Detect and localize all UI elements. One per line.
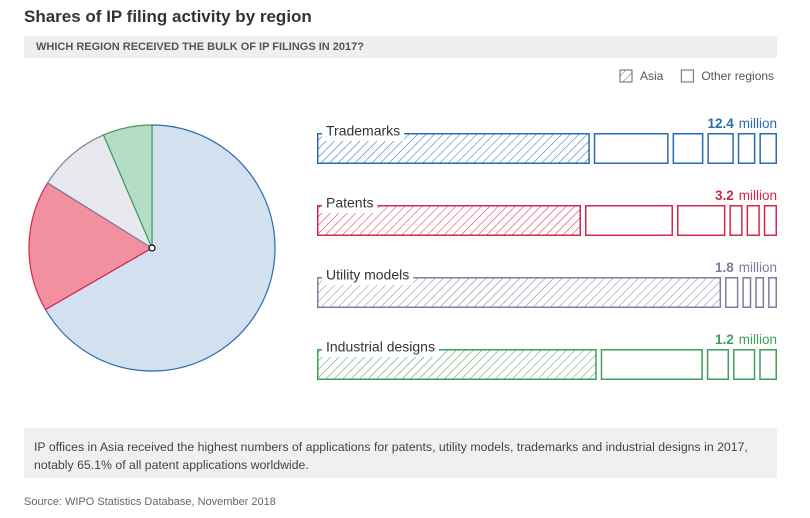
total-label: 12.4 million: [707, 116, 777, 131]
bar-segment: [585, 205, 673, 236]
total-label: 1.8 million: [715, 260, 777, 275]
total-unit: million: [739, 332, 777, 347]
source: Source: WIPO Statistics Database, Novemb…: [24, 496, 276, 508]
pie-slice: [44, 124, 276, 372]
total-unit: million: [739, 188, 777, 203]
total-label: 1.2 million: [715, 332, 777, 347]
legend-label: Other regions: [701, 69, 774, 83]
bar-segment: [672, 133, 704, 164]
bar-segment: [763, 205, 777, 236]
total-unit: million: [739, 116, 777, 131]
pie-center: [148, 244, 156, 252]
legend-swatch: [680, 69, 694, 83]
total-unit: million: [739, 260, 777, 275]
total-value: 1.8: [715, 260, 734, 275]
total-label: 3.2 million: [715, 188, 777, 203]
category-label: Industrial designs: [326, 339, 435, 355]
subtitle: WHICH REGION RECEIVED THE BULK OF IP FIL…: [24, 36, 777, 58]
bar-segment: [706, 349, 730, 380]
chart: Asia Other regions Trademarks 12.4 million Pa…: [28, 69, 778, 380]
bar-segment: [755, 277, 765, 308]
bar-segment: [729, 205, 743, 236]
total-value: 12.4: [707, 116, 734, 131]
bar-segment: [746, 205, 760, 236]
bar-segment: [737, 133, 756, 164]
bar-segment: [600, 349, 703, 380]
bar-segment: [768, 277, 777, 308]
total-value: 1.2: [715, 332, 734, 347]
category-label: Trademarks: [326, 123, 400, 139]
pie-slice: [46, 134, 154, 250]
title: Shares of IP filing activity by region: [24, 7, 312, 26]
bar-segment: [759, 349, 777, 380]
pie-slice: [102, 124, 153, 249]
bar-segment: [707, 133, 734, 164]
bar-segment: [742, 277, 752, 308]
bar-segment: [733, 349, 756, 380]
legend-swatch: [619, 69, 633, 83]
category-label: Utility models: [326, 267, 409, 283]
category-label: Patents: [326, 195, 373, 211]
note: IP offices in Asia received the highest …: [24, 428, 777, 478]
bar-segment: [593, 133, 669, 164]
bar-segment: [759, 133, 778, 164]
total-value: 3.2: [715, 188, 734, 203]
bar-segment: [725, 277, 739, 308]
bar-segment: [677, 205, 726, 236]
pie-slice: [28, 182, 154, 311]
legend-label: Asia: [640, 69, 664, 83]
